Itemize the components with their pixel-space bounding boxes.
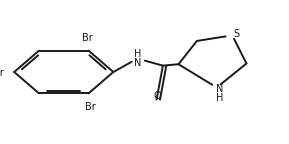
Text: O: O [153,91,161,101]
Text: H
N: H N [134,49,141,68]
Text: S: S [234,29,240,39]
Text: N
H: N H [216,85,223,103]
Text: Br: Br [0,68,4,78]
Text: Br: Br [82,33,92,43]
Text: Br: Br [85,102,95,112]
